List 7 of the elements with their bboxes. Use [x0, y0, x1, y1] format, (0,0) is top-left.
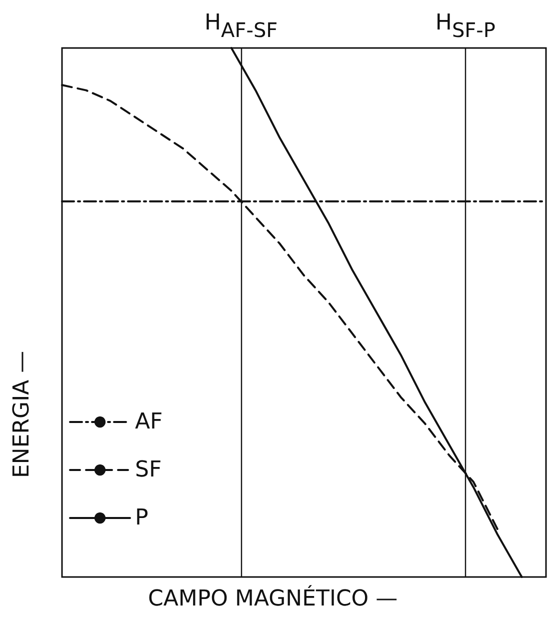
text: HSF-P [435, 10, 496, 42]
legend-label: SF [135, 458, 162, 482]
legend-label: P [135, 506, 148, 530]
x-axis-title: CAMPO MAGNÉTICO — [148, 584, 398, 612]
y-axis-title: ENERGIA — [10, 350, 34, 478]
legend-label: AF [135, 410, 163, 434]
text: HAF-SF [204, 10, 278, 42]
